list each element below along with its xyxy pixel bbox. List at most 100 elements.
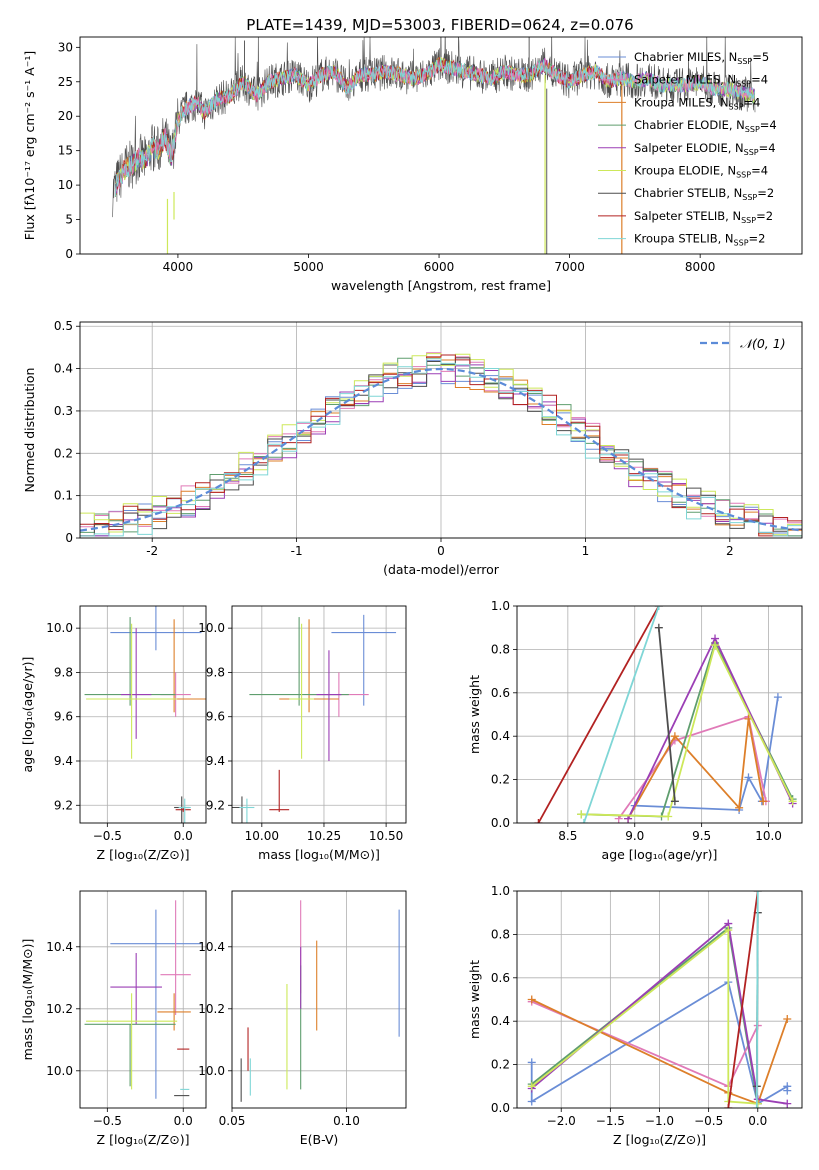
histogram-step xyxy=(80,354,802,537)
x-tick-label: -1 xyxy=(291,544,303,558)
y-tick-label: 9.8 xyxy=(54,665,73,679)
y-tick-label: 10.2 xyxy=(198,1002,225,1016)
x-tick-label: 2 xyxy=(726,544,734,558)
weight-point-marker xyxy=(527,1082,536,1091)
y-tick-label: 9.8 xyxy=(206,665,225,679)
y-tick-label: 9.2 xyxy=(54,798,73,812)
residuals-panel: -2 -1 0 1 2 0 0.1 0.2 0.3 0.4 0.5 (data-model)/erro… xyxy=(22,319,803,577)
x-tick-label: 9.5 xyxy=(692,829,711,843)
spectrum-series-line xyxy=(114,57,755,196)
weight-series-line xyxy=(581,642,794,818)
mass-vs-EBV-panel: 0.05 0.10 10.0 10.2 10.4 E(B-V) xyxy=(198,890,407,1147)
x-tick-label: −0.5 xyxy=(93,1114,122,1128)
legend-label: 𝒩(0, 1) xyxy=(740,336,786,351)
y-axis-label: mass [log₁₀(M/M⊙)] xyxy=(20,939,35,1061)
y-axis-label: age [log₁₀(age/yr)] xyxy=(20,657,35,773)
error-bars xyxy=(84,606,206,823)
x-tick-label: 1 xyxy=(582,544,590,558)
histogram-step xyxy=(80,358,802,537)
x-tick-label: 10.25 xyxy=(307,829,341,843)
weight-series-line xyxy=(531,921,788,1105)
y-tick-label: 1.0 xyxy=(491,884,510,898)
y-tick-label: 10.0 xyxy=(46,1064,73,1078)
legend-label: Chabrier ELODIE, NSSP=4 xyxy=(634,118,777,134)
x-tick-label: −2.0 xyxy=(547,1114,576,1128)
y-tick-label: 5 xyxy=(65,213,73,227)
weight-lines xyxy=(527,891,792,1108)
axes-frame xyxy=(79,36,803,255)
weight-point-marker xyxy=(735,803,744,812)
weight-point-marker xyxy=(527,1097,536,1106)
y-tick-label: 10.0 xyxy=(198,1064,225,1078)
x-tick-label: 0.0 xyxy=(174,1114,193,1128)
y-tick-label: 0.4 xyxy=(491,729,510,743)
x-tick-label: 9.0 xyxy=(625,829,644,843)
weight-point-marker xyxy=(788,797,797,806)
y-tick-label: 10.0 xyxy=(198,621,225,635)
y-tick-label: 10.2 xyxy=(46,1002,73,1016)
y-tick-label: 0.2 xyxy=(491,773,510,787)
axes-frame xyxy=(231,605,407,824)
x-axis-label: Z [log₁₀(Z/Z⊙)] xyxy=(97,847,190,862)
y-tick-label: 10.4 xyxy=(46,940,73,954)
age-vs-mass-panel: 10.00 10.25 10.50 9.2 9.4 9.6 9.8 10.0 mass [log… xyxy=(198,605,407,862)
x-tick-label: −1.0 xyxy=(645,1114,674,1128)
x-tick-label: −0.5 xyxy=(93,829,122,843)
spectrum-legend: Chabrier MILES, NSSP=5 Salpeter MILES, NS… xyxy=(598,50,777,248)
weight-point-marker xyxy=(759,797,768,806)
mass-weight-vs-Z-panel: −2.0 −1.5 −1.0 −0.5 0.0 0.0 0.2 0.4 0.6 0.8 1.0 Z [… xyxy=(467,884,803,1147)
y-tick-label: 0.8 xyxy=(491,642,510,656)
y-tick-label: 0.3 xyxy=(54,404,73,418)
weight-point-marker xyxy=(783,1099,792,1108)
y-tick-label: 15 xyxy=(58,144,73,158)
weight-series-line xyxy=(583,606,660,823)
x-axis-label: Z [log₁₀(Z/Z⊙)] xyxy=(613,1132,706,1147)
legend-label: Chabrier MILES, NSSP=5 xyxy=(634,50,769,66)
y-tick-label: 9.6 xyxy=(54,710,73,724)
y-tick-label: 30 xyxy=(58,40,73,54)
y-tick-label: 0.0 xyxy=(491,1101,510,1115)
weight-series-line xyxy=(755,891,759,1108)
weight-point-marker xyxy=(724,926,733,935)
x-tick-label: 7000 xyxy=(554,260,585,274)
x-tick-label: -2 xyxy=(146,544,158,558)
y-tick-label: 0.4 xyxy=(491,1014,510,1028)
spectrum-panel: 4000 5000 6000 7000 8000 0 5 10 15 20 25 30 waveleng… xyxy=(22,36,803,293)
legend-label: Kroupa ELODIE, NSSP=4 xyxy=(634,164,768,180)
error-bars xyxy=(232,614,397,823)
x-tick-label: 10.50 xyxy=(369,829,403,843)
weight-point-marker xyxy=(654,623,663,632)
weight-point-marker xyxy=(534,819,543,823)
error-bars xyxy=(84,900,202,1099)
y-tick-label: 9.4 xyxy=(206,754,225,768)
weight-point-marker xyxy=(724,1104,733,1108)
weight-point-marker xyxy=(773,693,782,702)
x-tick-label: 0.10 xyxy=(333,1114,360,1128)
y-tick-label: 0.0 xyxy=(491,816,510,830)
y-tick-label: 10.4 xyxy=(198,940,225,954)
spectrum-series-line xyxy=(114,58,755,195)
legend-label: Salpeter MILES, NSSP=4 xyxy=(634,73,768,89)
y-tick-label: 0.6 xyxy=(491,971,510,985)
x-tick-label: 10.00 xyxy=(245,829,279,843)
x-tick-label: 0.0 xyxy=(174,829,193,843)
y-tick-label: 25 xyxy=(58,75,73,89)
x-tick-label: 5000 xyxy=(293,260,324,274)
y-tick-label: 9.4 xyxy=(54,754,73,768)
x-axis-label: Z [log₁₀(Z/Z⊙)] xyxy=(97,1132,190,1147)
x-tick-label: 10.0 xyxy=(755,829,782,843)
weight-point-marker xyxy=(753,1099,762,1108)
x-axis-label: wavelength [Angstrom, rest frame] xyxy=(331,278,551,293)
weight-point-marker xyxy=(752,1104,761,1108)
y-axis-label: mass weight xyxy=(467,960,482,1039)
x-tick-label: 4000 xyxy=(163,260,194,274)
weight-point-marker xyxy=(527,995,536,1004)
weight-series-line xyxy=(657,627,676,802)
axes-frame xyxy=(79,321,803,539)
weight-point-marker xyxy=(654,606,663,610)
y-tick-label: 0.1 xyxy=(54,489,73,503)
legend-label: Salpeter STELIB, NSSP=2 xyxy=(634,209,773,225)
weight-point-marker xyxy=(670,797,679,806)
axes-frame xyxy=(516,890,803,1109)
weight-point-marker xyxy=(753,891,762,895)
